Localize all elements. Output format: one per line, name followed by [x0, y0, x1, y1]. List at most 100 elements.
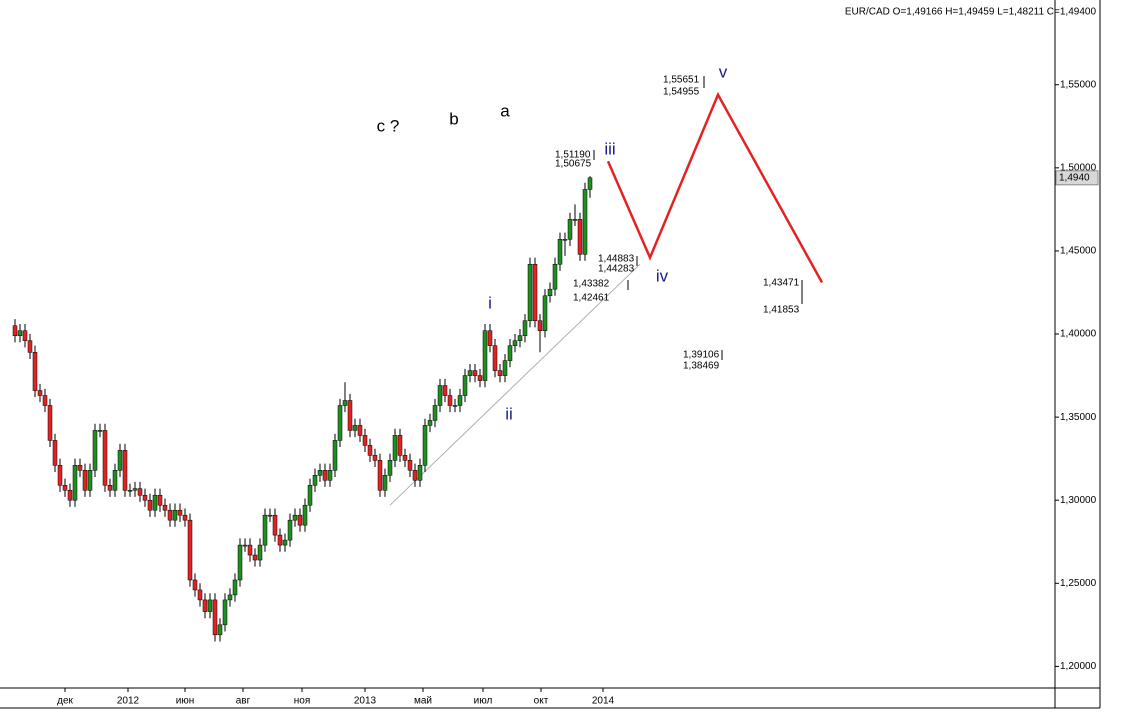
- y-tick-label: 1,45000: [1060, 246, 1097, 257]
- candle-body: [582, 189, 588, 255]
- candle-body: [82, 470, 88, 491]
- candle-body: [442, 385, 448, 396]
- candle-body: [372, 455, 378, 461]
- candle-body: [292, 514, 298, 521]
- wave-label: v: [719, 62, 728, 81]
- candle-body: [312, 475, 318, 486]
- candle-body: [437, 385, 443, 406]
- wave-label: i: [488, 293, 492, 312]
- candle-body: [377, 460, 383, 491]
- candle-body: [147, 499, 153, 511]
- y-tick-label: 1,50000: [1060, 162, 1097, 173]
- candle-body: [132, 488, 138, 491]
- candle-body: [352, 425, 358, 431]
- candle-body: [77, 465, 83, 471]
- chart-header: EUR/CAD O=1,49166 H=1,49459 L=1,48211 C=…: [845, 7, 1097, 18]
- y-tick-label: 1,35000: [1060, 412, 1097, 423]
- candle-body: [237, 544, 243, 581]
- candle-body: [542, 295, 548, 331]
- x-tick-label: окт: [534, 696, 549, 707]
- y-tick-label: 1,55000: [1060, 79, 1097, 90]
- last-price-label: 1,4940: [1059, 172, 1090, 183]
- candle-body: [247, 544, 253, 556]
- price-label: 1,42461: [573, 293, 610, 304]
- price-label: 1,44883: [598, 254, 635, 265]
- candle-body: [517, 335, 523, 341]
- wave-label: c ?: [377, 116, 400, 135]
- wave-label: iii: [604, 139, 615, 158]
- candle-body: [407, 460, 413, 471]
- candle-body: [297, 514, 303, 526]
- projection-line: [606, 91, 824, 284]
- candle-body: [137, 488, 143, 496]
- price-label: 1,44283: [598, 264, 635, 275]
- x-tick-label: май: [414, 696, 432, 707]
- candle-body: [167, 509, 173, 521]
- candle-body: [232, 579, 238, 596]
- candle-body: [547, 288, 553, 297]
- candle-body: [107, 485, 113, 491]
- wave-label: iv: [656, 266, 669, 285]
- price-label: 1,43382: [573, 279, 610, 290]
- candle-body: [112, 470, 118, 491]
- candle-body: [487, 330, 493, 346]
- plot-area: [0, 0, 1055, 688]
- wave-label: b: [449, 109, 458, 128]
- candle-body: [72, 465, 78, 501]
- candle-body: [417, 465, 423, 481]
- candle-body: [332, 440, 338, 471]
- trendline: [389, 263, 641, 506]
- candle-body: [362, 435, 368, 446]
- candle-body: [62, 485, 68, 491]
- wave-label: a: [500, 101, 510, 120]
- candle-body: [127, 489, 133, 492]
- price-label: 1,55651: [663, 75, 700, 86]
- candle-body: [397, 435, 403, 456]
- candle-body: [142, 494, 148, 501]
- price-label: 1,51190: [555, 150, 591, 161]
- candle-body: [222, 599, 228, 626]
- candle-body: [452, 405, 458, 407]
- candle-body: [207, 599, 213, 612]
- price-label: 1,54955: [663, 87, 700, 98]
- candle-body: [462, 375, 468, 396]
- candle-body: [537, 320, 543, 331]
- candle-body: [32, 352, 38, 391]
- x-tick-label: 2013: [354, 696, 377, 707]
- candle-body: [572, 219, 578, 221]
- candle-body: [52, 440, 58, 466]
- candle-body: [447, 395, 453, 406]
- candle-body: [497, 370, 503, 376]
- candle-body: [472, 370, 478, 376]
- x-tick-label: авг: [236, 696, 251, 707]
- candle-body: [27, 340, 33, 353]
- candle-body: [587, 177, 593, 190]
- candle-body: [12, 325, 18, 336]
- candle-body: [47, 405, 53, 441]
- y-tick-label: 1,40000: [1060, 329, 1097, 340]
- candle-body: [492, 345, 498, 371]
- candle-body: [257, 544, 263, 561]
- x-tick-label: июн: [176, 696, 195, 707]
- candle-body: [412, 470, 418, 481]
- x-tick-label: дек: [57, 696, 73, 707]
- candle-body: [122, 450, 128, 491]
- candle-body: [182, 514, 188, 521]
- price-label: 1,50675: [555, 159, 592, 170]
- candle-body: [322, 470, 328, 481]
- candle-body: [477, 375, 483, 381]
- candle-body: [192, 579, 198, 591]
- candle-body: [212, 599, 218, 636]
- candle-body: [57, 465, 63, 486]
- candle-body: [327, 470, 333, 481]
- candle-body: [432, 405, 438, 421]
- candle-body: [217, 624, 223, 636]
- x-tick-label: июл: [474, 696, 493, 707]
- last-price-box: [1055, 170, 1099, 186]
- candle-body: [402, 455, 408, 461]
- candle-body: [17, 330, 23, 336]
- candle-body: [197, 589, 203, 601]
- candle-body: [172, 509, 178, 521]
- candle-body: [357, 425, 363, 436]
- candle-body: [342, 400, 348, 406]
